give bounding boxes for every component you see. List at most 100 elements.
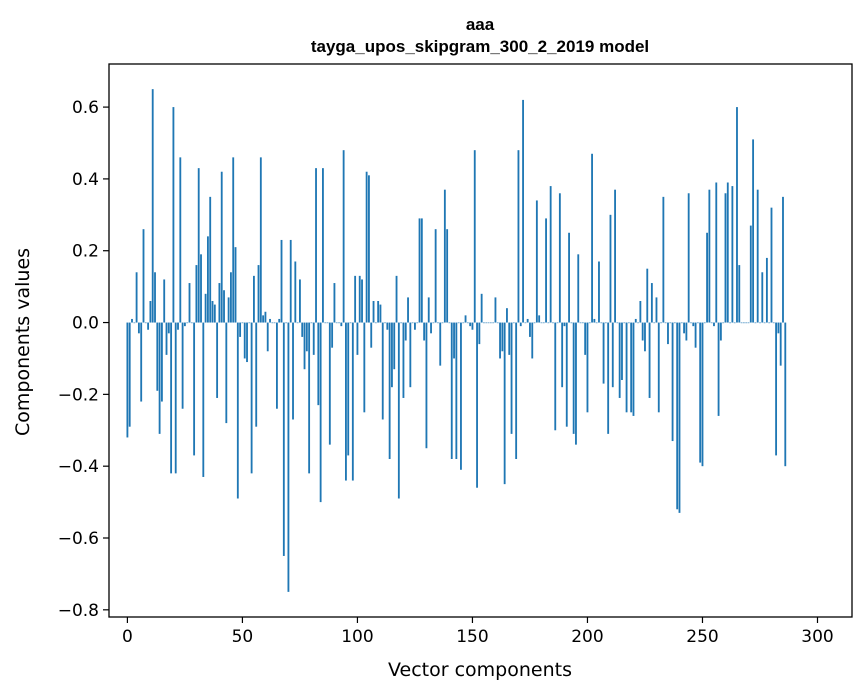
bar — [450, 322, 453, 459]
bar — [432, 322, 435, 324]
bar — [522, 99, 524, 323]
bar — [204, 293, 207, 323]
bar — [770, 207, 773, 323]
bar — [644, 322, 646, 352]
bar — [427, 297, 430, 323]
bar — [299, 279, 301, 323]
bar — [632, 322, 635, 416]
bar — [568, 232, 570, 323]
bar — [742, 322, 745, 324]
bar — [276, 322, 278, 409]
bar — [494, 297, 497, 323]
bar — [775, 322, 778, 456]
bar — [411, 322, 414, 324]
y-axis: −0.8 −0.6 −0.4 −0.2 0.0 0.2 0.4 0.6 — [58, 98, 109, 621]
bar — [710, 322, 713, 324]
bar — [200, 254, 202, 323]
bar — [425, 322, 428, 449]
y-tick-label: 0.2 — [72, 242, 99, 262]
bar — [512, 322, 515, 324]
bar — [225, 322, 228, 424]
bar — [349, 322, 352, 324]
bar — [338, 322, 340, 324]
bar — [506, 308, 508, 323]
bar — [699, 322, 702, 463]
bar — [262, 315, 265, 323]
bar — [453, 322, 455, 359]
bar — [563, 322, 566, 327]
bar — [264, 311, 267, 323]
bar — [181, 322, 184, 409]
bar — [423, 322, 426, 341]
bar — [646, 268, 649, 323]
y-tick-label: 0.0 — [72, 314, 99, 334]
y-tick-label: −0.8 — [58, 601, 99, 621]
bar — [381, 322, 384, 420]
bar — [220, 171, 223, 323]
bar — [611, 322, 614, 388]
bar — [471, 322, 474, 330]
bar — [501, 322, 504, 352]
bar — [317, 322, 320, 406]
bar — [687, 193, 690, 323]
bar — [227, 297, 230, 323]
bar — [634, 318, 637, 323]
bar — [653, 322, 656, 324]
bar — [627, 322, 630, 324]
bar — [174, 322, 177, 474]
bar — [547, 322, 550, 324]
bar — [142, 229, 145, 323]
bar — [683, 322, 685, 334]
bar — [326, 322, 329, 324]
bar — [296, 322, 299, 324]
bar — [759, 322, 761, 324]
bar — [269, 318, 271, 323]
bar — [768, 322, 771, 324]
bar — [499, 322, 501, 359]
bar — [443, 189, 446, 323]
x-tick-label: 150 — [456, 627, 488, 647]
bar — [731, 186, 734, 323]
bar — [604, 322, 607, 324]
bar — [211, 301, 214, 323]
bar — [738, 265, 741, 323]
chart-title: aaa — [466, 15, 495, 34]
bar — [441, 322, 444, 324]
bar — [167, 322, 170, 334]
bar — [333, 283, 336, 323]
bar — [616, 322, 619, 324]
bar — [754, 322, 757, 324]
bar — [561, 322, 564, 388]
bar — [690, 322, 692, 324]
bar — [529, 322, 531, 337]
y-tick-label: −0.4 — [58, 457, 99, 477]
x-tick-label: 0 — [122, 627, 133, 647]
bar — [572, 322, 575, 434]
bar — [312, 322, 315, 355]
bar — [250, 322, 253, 474]
bar — [460, 322, 462, 470]
bar — [519, 322, 522, 327]
bar — [457, 322, 460, 324]
bar — [715, 182, 718, 323]
bar — [271, 322, 274, 324]
bar — [434, 229, 437, 323]
bar — [531, 322, 534, 359]
bar — [614, 189, 616, 323]
bar — [292, 322, 294, 420]
bar — [301, 322, 304, 337]
bar — [648, 322, 651, 398]
bar — [257, 265, 260, 323]
x-tick-label: 300 — [801, 627, 833, 647]
bar — [595, 322, 598, 324]
y-tick-label: −0.2 — [58, 385, 99, 405]
bar — [570, 322, 573, 324]
bar — [676, 322, 679, 510]
bar — [230, 272, 232, 323]
bar — [239, 322, 242, 337]
bar — [416, 322, 419, 324]
bar — [248, 322, 251, 324]
bar — [694, 322, 697, 348]
bar — [420, 218, 423, 323]
bar — [140, 322, 143, 402]
